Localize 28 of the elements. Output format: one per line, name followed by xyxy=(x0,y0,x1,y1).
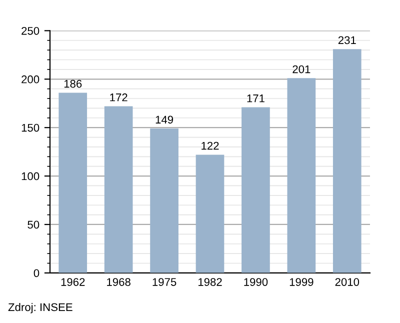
y-tick-label: 250 xyxy=(22,26,40,35)
x-tick-label: 1962 xyxy=(61,278,85,286)
data-label: 171 xyxy=(247,94,264,102)
x-tick-label: 1990 xyxy=(244,278,268,286)
bar xyxy=(196,154,224,273)
text: Zdroj: INSEE xyxy=(8,302,72,314)
y-tick-label: 200 xyxy=(22,75,40,84)
x-tick-label: 1968 xyxy=(107,278,130,286)
x-tick-label: 1982 xyxy=(198,278,222,286)
data-label: 186 xyxy=(64,80,82,88)
bar xyxy=(242,107,270,273)
data-label: 231 xyxy=(338,36,356,44)
bar xyxy=(150,128,178,273)
x-tick-label: 1999 xyxy=(290,278,314,286)
bar xyxy=(104,106,133,273)
x-tick-label: 2010 xyxy=(335,278,360,286)
y-tick-label: 150 xyxy=(22,124,40,132)
y-tick-label: 0 xyxy=(34,269,40,278)
y-tick-label: 100 xyxy=(22,172,40,180)
data-label: 201 xyxy=(292,65,310,74)
bar xyxy=(287,78,316,273)
data-label: 122 xyxy=(202,142,219,150)
data-label: 149 xyxy=(156,116,174,124)
bar xyxy=(332,49,362,273)
x-tick-label: 1975 xyxy=(152,278,176,286)
y-tick-label: 50 xyxy=(28,220,40,229)
data-label: 172 xyxy=(110,93,128,102)
bar xyxy=(58,92,88,273)
